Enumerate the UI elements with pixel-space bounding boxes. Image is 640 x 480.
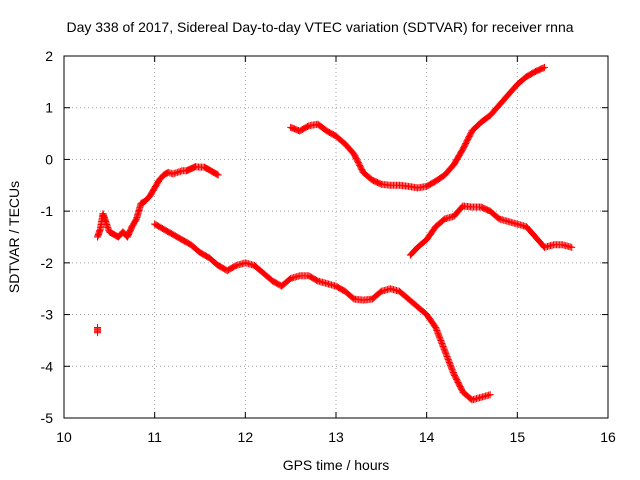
y-tick-label: -2 (41, 255, 54, 271)
y-tick-labels: -5 -4 -3 -2 -1 0 1 2 (41, 48, 54, 426)
y-axis-label: SDTVAR / TECUs (6, 181, 22, 293)
y-tick-label: 1 (45, 100, 53, 116)
y-tick-label: -1 (41, 203, 54, 219)
series-track-2 (94, 163, 222, 241)
series-track-3 (151, 220, 494, 404)
x-tick-label: 11 (147, 429, 162, 445)
x-tick-labels: 10 11 12 13 14 15 16 (56, 429, 616, 445)
grid-lines (64, 56, 608, 418)
data-point-markers (406, 202, 576, 259)
y-tick-label: 0 (45, 151, 53, 167)
x-tick-label: 14 (419, 429, 435, 445)
x-tick-label: 16 (600, 429, 616, 445)
x-tick-label: 10 (56, 429, 72, 445)
series-track-5 (406, 202, 576, 259)
axis-ticks (63, 55, 609, 419)
y-tick-label: 2 (45, 48, 53, 64)
y-tick-label: -5 (41, 410, 54, 426)
x-tick-label: 15 (510, 429, 526, 445)
series-track-4 (287, 63, 549, 192)
y-tick-label: -3 (41, 307, 54, 323)
x-axis-label: GPS time / hours (283, 457, 390, 473)
x-tick-label: 12 (238, 429, 254, 445)
x-tick-label: 13 (328, 429, 344, 445)
data-point-markers (151, 220, 494, 404)
data-point-markers (94, 163, 222, 241)
data-point-markers (94, 324, 102, 337)
chart-title: Day 338 of 2017, Sidereal Day-to-day VTE… (66, 19, 573, 35)
data-series (94, 63, 576, 404)
series-track-1 (94, 324, 102, 337)
y-tick-label: -4 (41, 358, 54, 374)
data-point-markers (287, 63, 549, 192)
